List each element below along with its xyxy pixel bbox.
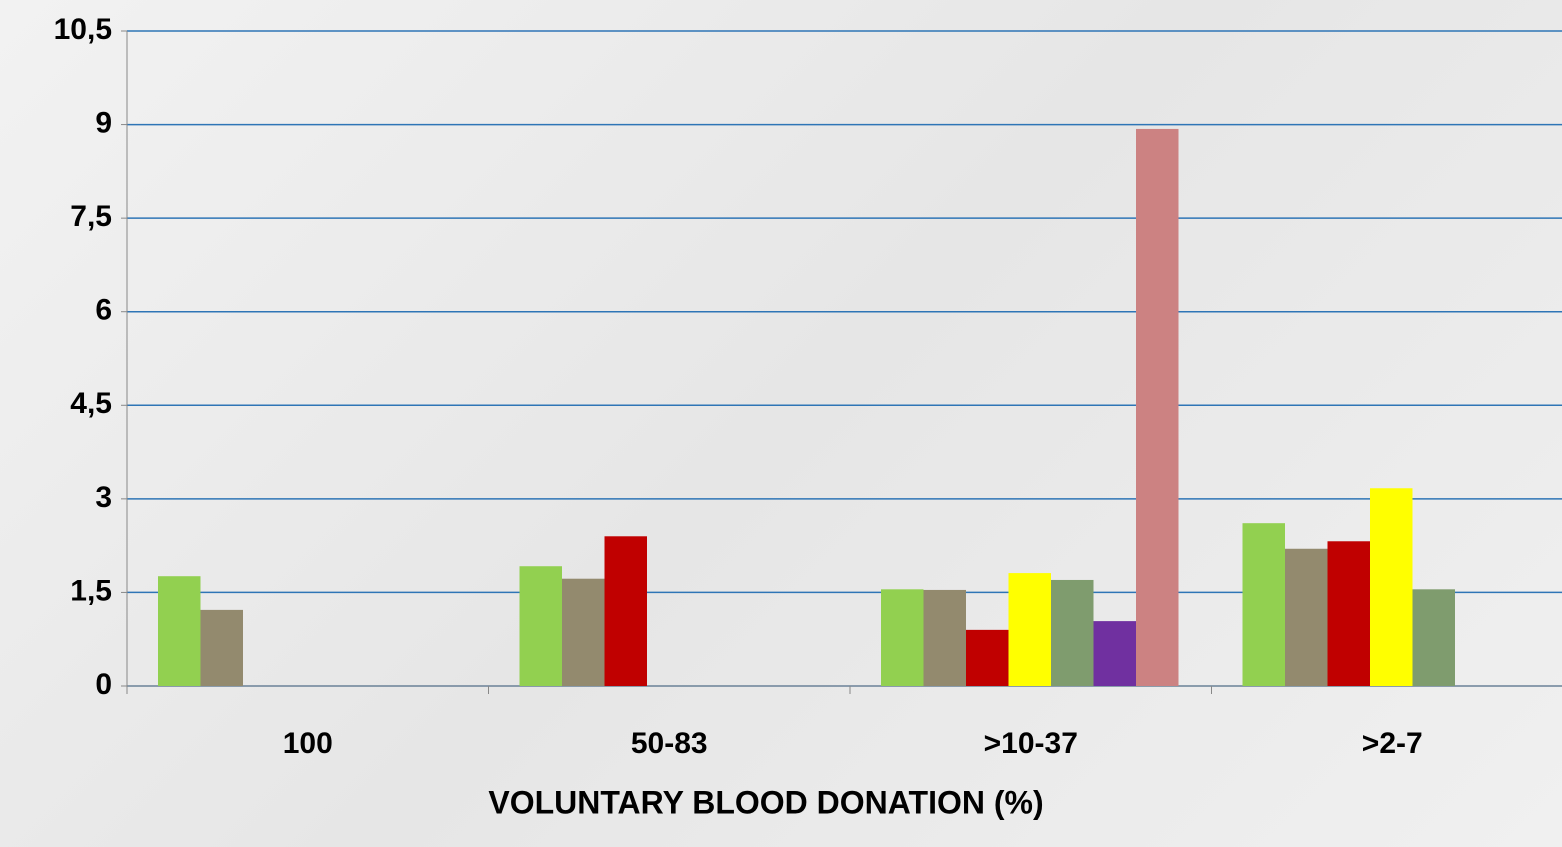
bar	[1136, 128, 1179, 686]
y-tick-label: 1,5	[70, 574, 112, 607]
bar	[1327, 541, 1370, 686]
bar	[1412, 589, 1455, 686]
bar	[1008, 573, 1051, 686]
x-tick-label: >2-7	[1362, 727, 1423, 760]
bar	[1051, 579, 1094, 686]
bar	[1285, 548, 1328, 686]
x-tick-label: >10-37	[984, 727, 1078, 760]
y-tick-label: 0	[95, 668, 112, 701]
bar	[519, 566, 562, 686]
x-axis-label: VOLUNTARY BLOOD DONATION (%)	[488, 784, 1043, 820]
x-tick-label: 100	[283, 727, 333, 760]
bar	[923, 589, 966, 686]
bar	[1370, 488, 1413, 686]
y-tick-label: 3	[95, 481, 112, 514]
bar	[1242, 523, 1285, 686]
bar	[881, 589, 924, 686]
y-tick-label: 7,5	[70, 200, 112, 233]
bar	[966, 629, 1009, 686]
y-tick-label: 4,5	[70, 387, 112, 420]
bar	[158, 576, 201, 686]
bar	[562, 578, 605, 686]
bar	[604, 536, 647, 686]
bar	[1093, 621, 1136, 686]
x-tick-label: 50-83	[631, 727, 708, 760]
y-tick-label: 10,5	[54, 13, 112, 46]
y-tick-label: 9	[95, 106, 112, 139]
y-tick-label: 6	[95, 294, 112, 327]
bar	[200, 609, 243, 686]
